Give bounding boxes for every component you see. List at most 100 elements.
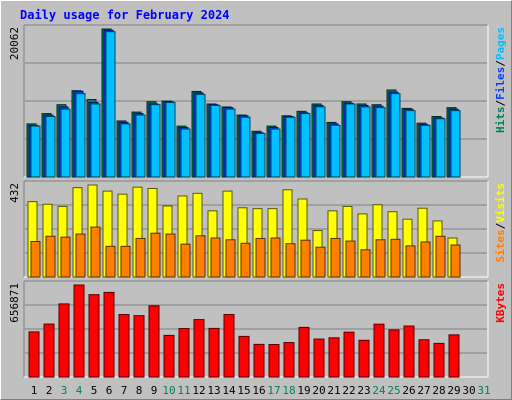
y-max-label: 20062 [8, 27, 21, 60]
bar-sites-day-7 [120, 245, 131, 278]
bar-kbytes-day-11 [178, 328, 190, 378]
x-tick-label: 12 [192, 384, 205, 397]
x-tick-label: 5 [91, 384, 98, 397]
bar-kbytes-day-5 [88, 294, 100, 378]
bar-sites-day-6 [105, 245, 116, 278]
bar-kbytes-day-18 [283, 342, 295, 378]
bar-kbytes-day-8 [133, 315, 145, 378]
x-tick-label: 25 [387, 384, 400, 397]
bar-sites-day-19 [300, 239, 311, 278]
chart-labels: 20062Hits/Files/Pages432Sites/Visits6568… [8, 27, 507, 397]
x-tick-label: 24 [372, 384, 386, 397]
bar-pages-day-5 [90, 103, 101, 178]
bar-sites-day-4 [75, 233, 86, 278]
x-tick-label: 8 [136, 384, 143, 397]
bar-sites-day-28 [435, 235, 446, 278]
legend-entry-hits: Hits [494, 107, 507, 134]
legend-separator: / [494, 222, 507, 229]
x-tick-label: 28 [432, 384, 445, 397]
bar-pages-day-7 [120, 123, 131, 178]
x-tick-label: 30 [462, 384, 475, 397]
bar-kbytes-day-21 [328, 337, 340, 378]
bar-sites-day-16 [255, 237, 266, 278]
bar-kbytes-day-27 [418, 339, 430, 378]
legend-entry-pages: Pages [494, 27, 507, 60]
bar-kbytes-day-17 [268, 344, 280, 378]
x-tick-label: 16 [252, 384, 265, 397]
bar-pages-day-1 [30, 125, 41, 178]
bar-pages-day-8 [135, 114, 146, 178]
legend-entry-files: Files [494, 67, 507, 100]
bar-pages-day-9 [150, 104, 161, 178]
bar-sites-day-25 [390, 238, 401, 278]
bar-sites-day-3 [60, 236, 71, 278]
bar-pages-day-13 [210, 104, 221, 178]
bar-sites-day-2 [45, 235, 56, 278]
bar-kbytes-day-1 [28, 331, 40, 378]
x-tick-label: 7 [121, 384, 128, 397]
bar-sites-day-10 [165, 233, 176, 278]
x-tick-label: 6 [106, 384, 113, 397]
x-tick-label: 29 [447, 384, 460, 397]
bar-sites-day-14 [225, 239, 236, 278]
bar-kbytes-day-23 [358, 339, 370, 378]
bar-sites-day-8 [135, 237, 146, 278]
bar-kbytes-day-22 [343, 331, 355, 378]
chart-marks [26, 28, 461, 378]
x-tick-label: 21 [327, 384, 340, 397]
bar-kbytes-day-10 [163, 334, 175, 378]
bar-kbytes-day-29 [448, 334, 460, 378]
bar-kbytes-day-3 [58, 303, 70, 378]
bar-sites-day-17 [270, 237, 281, 278]
bar-pages-day-29 [450, 110, 461, 178]
bar-kbytes-day-4 [73, 284, 85, 378]
bar-sites-day-11 [180, 243, 191, 278]
bar-kbytes-day-26 [403, 325, 415, 378]
x-tick-label: 10 [162, 384, 175, 397]
bar-sites-day-1 [30, 241, 41, 278]
bar-pages-day-27 [420, 124, 431, 178]
bar-kbytes-day-13 [208, 327, 220, 378]
x-tick-label: 19 [297, 384, 310, 397]
x-tick-label: 11 [177, 384, 190, 397]
bar-sites-day-9 [150, 232, 161, 278]
bar-sites-day-20 [315, 246, 326, 278]
x-tick-label: 18 [282, 384, 295, 397]
y-max-label: 432 [8, 183, 21, 203]
bar-pages-day-11 [180, 128, 191, 178]
bar-kbytes-day-2 [43, 323, 55, 378]
bar-kbytes-day-12 [193, 319, 205, 378]
bar-pages-day-10 [165, 101, 176, 178]
bar-kbytes-day-28 [433, 342, 445, 378]
x-tick-label: 23 [357, 384, 370, 397]
bar-sites-day-18 [285, 243, 296, 278]
legend: Hits/Files/Pages [494, 27, 507, 133]
bar-sites-day-29 [450, 244, 461, 278]
legend: KBytes [494, 283, 507, 323]
legend-separator: / [494, 100, 507, 107]
legend: Sites/Visits [494, 183, 507, 263]
x-tick-label: 26 [402, 384, 415, 397]
bar-pages-day-2 [45, 116, 56, 178]
bar-kbytes-day-9 [148, 305, 160, 378]
x-tick-label: 22 [342, 384, 355, 397]
bar-sites-day-24 [375, 239, 386, 278]
y-max-label: 656871 [8, 283, 21, 323]
bar-pages-day-21 [330, 124, 341, 178]
bar-kbytes-day-25 [388, 329, 400, 378]
bar-pages-day-14 [225, 108, 236, 178]
bar-sites-day-26 [405, 245, 416, 278]
bar-sites-day-13 [210, 237, 221, 278]
bar-kbytes-day-14 [223, 314, 235, 378]
x-tick-label: 13 [207, 384, 220, 397]
bar-kbytes-day-16 [253, 343, 265, 378]
bar-sites-day-15 [240, 242, 251, 278]
bar-pages-day-24 [375, 107, 386, 178]
bar-sites-day-21 [330, 237, 341, 278]
x-tick-label: 27 [417, 384, 430, 397]
bar-kbytes-day-7 [118, 314, 130, 378]
bar-sites-day-5 [90, 226, 101, 278]
bar-kbytes-day-20 [313, 338, 325, 378]
x-tick-label: 9 [151, 384, 158, 397]
